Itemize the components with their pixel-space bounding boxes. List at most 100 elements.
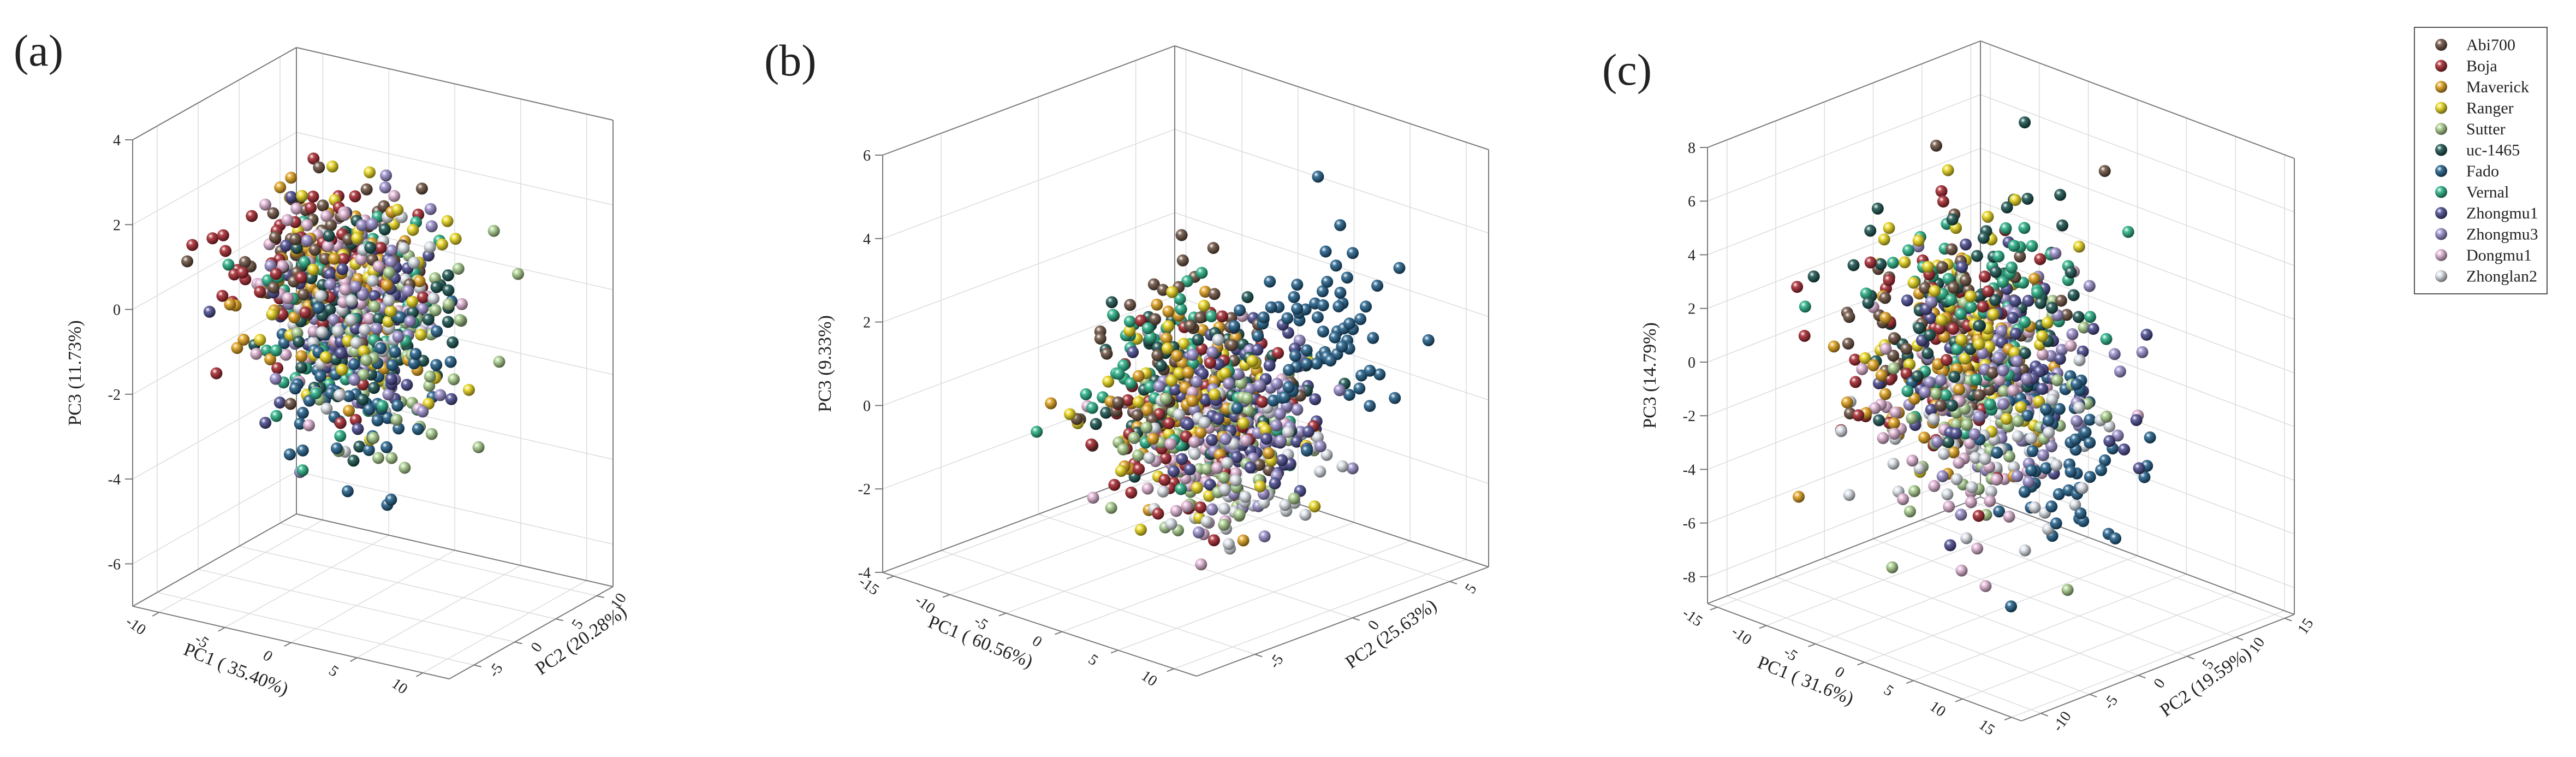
- point-zhonglan2: [1198, 416, 1211, 429]
- point-boja: [186, 239, 199, 251]
- point-fado: [2079, 426, 2092, 439]
- y-tick-mark: [2284, 618, 2292, 622]
- point-dongmu1: [1897, 493, 1909, 505]
- point-zhongmu1: [1206, 434, 1218, 446]
- point-uc-1465: [442, 316, 454, 328]
- point-zhongmu3: [1334, 384, 1346, 397]
- point-sutter: [1288, 492, 1300, 505]
- point-maverick: [1161, 332, 1173, 345]
- z-tick-label: 0: [863, 398, 871, 415]
- point-zhonglan2: [1941, 488, 1954, 501]
- y-tick-mark: [2089, 694, 2097, 698]
- point-fado: [2065, 465, 2077, 478]
- point-vernal: [270, 344, 282, 357]
- point-zhongmu3: [1919, 386, 1931, 399]
- point-abi700: [2098, 165, 2111, 178]
- point-uc-1465: [1807, 270, 1820, 283]
- grid-line: [1174, 559, 1467, 670]
- point-fado: [1300, 344, 1313, 357]
- point-maverick: [1841, 396, 1853, 409]
- point-zhongmu3: [380, 169, 392, 182]
- point-boja: [305, 202, 317, 214]
- point-uc-1465: [1155, 359, 1168, 372]
- point-fado: [1265, 301, 1277, 314]
- point-maverick: [343, 405, 355, 417]
- point-dongmu1: [2036, 348, 2049, 360]
- point-uc-1465: [442, 269, 454, 282]
- point-dongmu1: [1889, 406, 1902, 419]
- point-zhongmu3: [2055, 344, 2068, 356]
- point-fado: [2025, 464, 2038, 477]
- point-abi700: [325, 219, 337, 232]
- point-maverick: [1162, 305, 1175, 318]
- point-zhongmu3: [1955, 508, 1967, 521]
- x-tick-label: 10: [1138, 667, 1161, 690]
- point-zhongmu1: [203, 305, 216, 318]
- point-sutter: [372, 452, 384, 464]
- point-zhongmu1: [1251, 344, 1264, 356]
- point-fado: [2084, 436, 2096, 449]
- point-uc-1465: [347, 454, 360, 467]
- point-zhongmu1: [324, 268, 336, 281]
- point-fado: [2053, 403, 2066, 415]
- point-zhongmu1: [2036, 383, 2049, 395]
- grid-line: [132, 471, 297, 565]
- point-zhongmu1: [1269, 477, 1281, 490]
- legend-label-zhongmu1: Zhongmu1: [2466, 204, 2538, 222]
- point-vernal: [1940, 389, 1952, 401]
- z-tick-label: -6: [108, 556, 121, 573]
- point-ranger: [1161, 342, 1174, 354]
- point-abi700: [267, 281, 280, 294]
- point-zhongmu1: [445, 393, 457, 405]
- point-fado: [2005, 600, 2017, 613]
- axis-box-edge: [1707, 40, 1981, 148]
- point-abi700: [1100, 347, 1113, 360]
- point-uc-1465: [430, 281, 443, 293]
- point-fado: [444, 356, 457, 368]
- point-zhonglan2: [316, 326, 328, 339]
- grid-line: [132, 386, 297, 480]
- x-tick-label: 0: [1029, 632, 1045, 650]
- point-vernal: [1145, 331, 1157, 344]
- point-ranger: [449, 233, 462, 245]
- point-dongmu1: [1928, 480, 1941, 492]
- point-sutter: [2003, 450, 2015, 463]
- point-ranger: [307, 263, 319, 276]
- point-zhongmu3: [1936, 470, 1949, 482]
- point-zhonglan2: [320, 403, 333, 415]
- point-sutter: [452, 263, 465, 275]
- point-maverick: [1171, 350, 1183, 362]
- point-maverick: [1147, 433, 1159, 445]
- point-zhongmu1: [273, 397, 286, 409]
- point-zhongmu1: [2103, 435, 2116, 447]
- point-zhongmu1: [1230, 451, 1243, 463]
- point-zhongmu3: [301, 234, 313, 247]
- point-fado: [1317, 326, 1329, 338]
- point-fado: [1373, 368, 1386, 381]
- point-zhongmu3: [1271, 377, 1283, 390]
- x-tick-mark: [218, 626, 225, 632]
- point-zhonglan2: [1212, 334, 1224, 346]
- point-dongmu1: [1953, 457, 1965, 469]
- point-zhongmu3: [1968, 428, 1981, 440]
- point-abi700: [1879, 292, 1891, 304]
- legend-marker-zhonglan2: [2435, 270, 2447, 282]
- point-zhongmu3: [1924, 376, 1936, 388]
- grid-line: [882, 129, 1175, 239]
- grid-line: [1727, 595, 2041, 714]
- point-uc-1465: [1192, 334, 1204, 346]
- point-boja: [1159, 452, 1172, 464]
- point-zhonglan2: [2025, 432, 2038, 445]
- point-uc-1465: [1946, 213, 1959, 226]
- y-tick-label: 15: [2294, 616, 2317, 638]
- point-zhonglan2: [424, 241, 436, 253]
- point-zhongmu3: [2020, 372, 2033, 385]
- grid-line: [1717, 500, 1991, 608]
- point-boja: [337, 253, 350, 265]
- point-uc-1465: [1989, 266, 2002, 278]
- point-zhongmu3: [2114, 365, 2126, 378]
- point-zhonglan2: [1223, 538, 1235, 551]
- point-maverick: [1918, 431, 1931, 444]
- point-maverick: [1888, 417, 1900, 429]
- point-ranger: [1191, 482, 1203, 494]
